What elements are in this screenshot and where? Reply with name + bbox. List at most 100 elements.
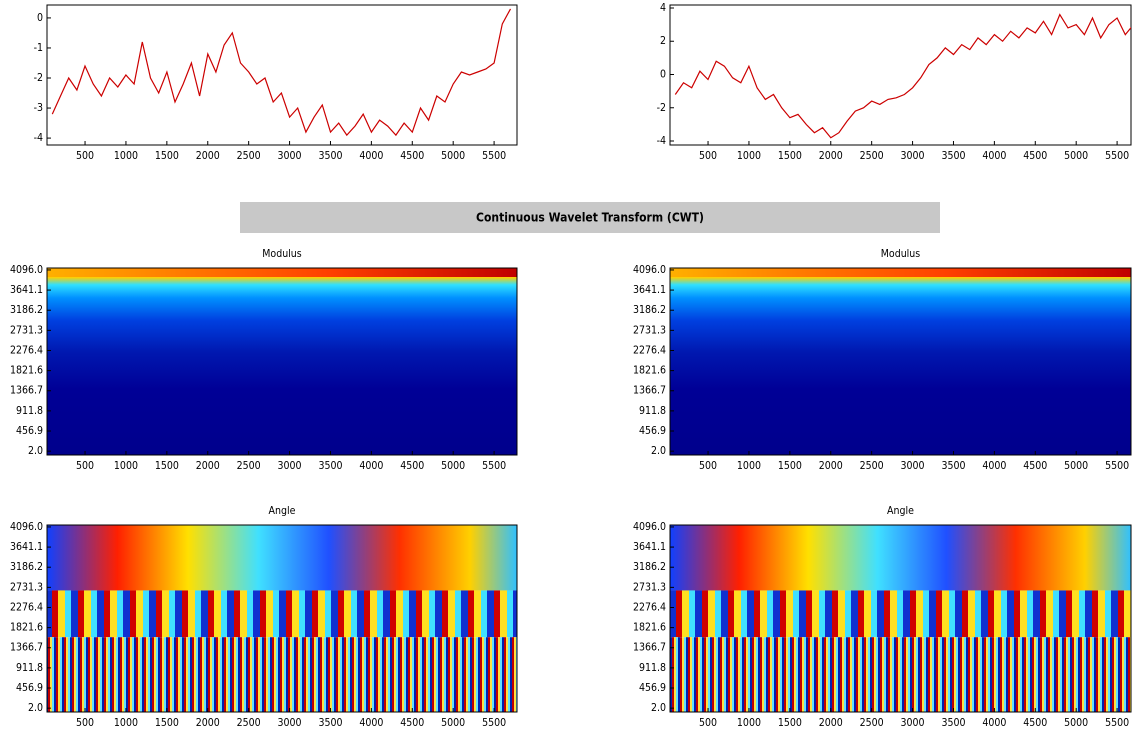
x-tick-label: 4000 — [982, 717, 1006, 729]
section-bar — [240, 202, 940, 233]
plot-title: Angle — [269, 505, 296, 517]
angle-image-top — [670, 525, 1131, 591]
y-tick-label: 1366.7 — [633, 642, 666, 654]
y-tick-label: -3 — [34, 102, 43, 114]
y-tick-label: 456.9 — [639, 682, 666, 694]
x-tick-label: 3000 — [278, 150, 302, 162]
y-tick-label: 4096.0 — [633, 521, 666, 533]
y-tick-label: 3186.2 — [10, 304, 43, 316]
x-tick-label: 500 — [699, 460, 717, 472]
y-tick-label: -1 — [34, 42, 43, 54]
y-tick-label: 911.8 — [16, 662, 43, 674]
y-tick-label: 456.9 — [639, 425, 666, 437]
x-tick-label: 3500 — [941, 150, 965, 162]
x-tick-label: 4500 — [1023, 460, 1047, 472]
y-tick-label: 2731.3 — [633, 324, 666, 336]
x-tick-label: 2000 — [819, 460, 843, 472]
x-tick-label: 5500 — [482, 460, 506, 472]
x-tick-label: 4000 — [359, 150, 383, 162]
x-tick-label: 1000 — [737, 717, 761, 729]
x-tick-label: 1500 — [778, 460, 802, 472]
x-tick-label: 500 — [76, 460, 94, 472]
modulus-image — [47, 268, 517, 455]
y-tick-label: -4 — [34, 132, 43, 144]
y-tick-label: 1821.6 — [633, 365, 666, 377]
x-tick-label: 2500 — [237, 150, 261, 162]
y-tick-label: 2.0 — [651, 445, 666, 457]
x-tick-label: 5000 — [1064, 150, 1088, 162]
y-tick-label: 3641.1 — [633, 541, 666, 553]
angle-image-low — [47, 637, 517, 712]
y-tick-label: 2276.4 — [633, 344, 666, 356]
x-tick-label: 1000 — [114, 150, 138, 162]
angle-image-top — [47, 525, 517, 591]
modulus-image — [670, 268, 1131, 455]
x-tick-label: 1000 — [737, 460, 761, 472]
x-tick-label: 4000 — [359, 717, 383, 729]
x-tick-label: 2000 — [819, 717, 843, 729]
y-tick-label: 0 — [37, 12, 43, 24]
x-tick-label: 1500 — [155, 150, 179, 162]
y-tick-label: 4 — [660, 2, 666, 14]
y-tick-label: 3186.2 — [633, 304, 666, 316]
x-tick-label: 1500 — [778, 150, 802, 162]
x-tick-label: 5500 — [482, 150, 506, 162]
x-tick-label: 2500 — [860, 717, 884, 729]
y-tick-label: 2276.4 — [10, 344, 43, 356]
line-series — [674, 13, 1131, 139]
y-tick-label: 2731.3 — [633, 581, 666, 593]
x-tick-label: 500 — [699, 717, 717, 729]
x-tick-label: 4500 — [400, 717, 424, 729]
y-tick-label: 4096.0 — [10, 521, 43, 533]
x-tick-label: 1500 — [155, 717, 179, 729]
y-tick-label: 0 — [660, 69, 666, 81]
x-tick-label: 4000 — [982, 150, 1006, 162]
y-tick-label: 911.8 — [639, 405, 666, 417]
x-tick-label: 4500 — [400, 460, 424, 472]
x-tick-label: 2000 — [819, 150, 843, 162]
y-tick-label: 2 — [660, 35, 666, 47]
plot-title: Modulus — [881, 248, 921, 260]
angle-image-mid — [47, 590, 517, 638]
axes-box — [46, 267, 518, 456]
y-tick-label: -2 — [657, 102, 666, 114]
x-tick-label: 5000 — [1064, 460, 1088, 472]
x-tick-label: 4000 — [982, 460, 1006, 472]
x-tick-label: 5000 — [441, 150, 465, 162]
x-tick-label: 2000 — [196, 150, 220, 162]
x-tick-label: 5500 — [1105, 460, 1129, 472]
angle-image-mid — [670, 590, 1131, 638]
x-tick-label: 2500 — [860, 150, 884, 162]
y-tick-label: 3186.2 — [10, 561, 43, 573]
modulus-top-band — [47, 268, 517, 277]
x-tick-label: 5500 — [1105, 717, 1129, 729]
x-tick-label: 500 — [76, 150, 94, 162]
axes-box — [669, 4, 1132, 146]
y-tick-label: 4096.0 — [10, 264, 43, 276]
y-tick-label: -2 — [34, 72, 43, 84]
y-tick-label: 3186.2 — [633, 561, 666, 573]
y-tick-label: 911.8 — [639, 662, 666, 674]
x-tick-label: 2000 — [196, 717, 220, 729]
y-tick-label: 4096.0 — [633, 264, 666, 276]
x-tick-label: 4500 — [1023, 150, 1047, 162]
y-tick-label: 1366.7 — [10, 642, 43, 654]
x-tick-label: 1000 — [114, 460, 138, 472]
x-tick-label: 1500 — [155, 460, 179, 472]
x-tick-label: 1500 — [778, 717, 802, 729]
x-tick-label: 500 — [76, 717, 94, 729]
y-tick-label: 3641.1 — [633, 284, 666, 296]
x-tick-label: 2500 — [860, 460, 884, 472]
x-tick-label: 3000 — [901, 150, 925, 162]
y-tick-label: 1821.6 — [633, 622, 666, 634]
y-tick-label: 2276.4 — [633, 601, 666, 613]
x-tick-label: 5000 — [441, 460, 465, 472]
x-tick-label: 3000 — [278, 717, 302, 729]
x-tick-label: 2500 — [237, 460, 261, 472]
y-tick-label: 3641.1 — [10, 284, 43, 296]
axes-box — [669, 267, 1132, 456]
y-tick-label: 1821.6 — [10, 622, 43, 634]
y-tick-label: 2.0 — [28, 702, 43, 714]
x-tick-label: 2000 — [196, 460, 220, 472]
